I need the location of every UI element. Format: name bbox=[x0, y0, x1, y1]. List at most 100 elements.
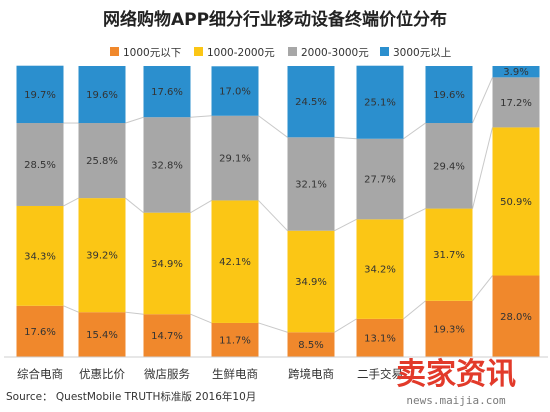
bar-segment bbox=[211, 200, 259, 323]
legend-label: 1000元以下 bbox=[123, 47, 181, 59]
data-label: 39.2% bbox=[86, 251, 118, 262]
category-label: 优惠比价 bbox=[79, 367, 125, 381]
data-label: 17.6% bbox=[24, 327, 56, 338]
bar-segment bbox=[425, 66, 473, 124]
bar-segment bbox=[16, 123, 64, 206]
bar-segment bbox=[356, 219, 404, 319]
legend-swatch bbox=[288, 47, 297, 56]
series-connector bbox=[125, 311, 144, 315]
data-label: 34.9% bbox=[151, 259, 183, 270]
bar-segment bbox=[16, 205, 64, 306]
data-label: 31.7% bbox=[433, 250, 465, 261]
data-label: 25.8% bbox=[86, 156, 118, 167]
bar-segment bbox=[287, 137, 335, 231]
bar-segment bbox=[356, 65, 404, 139]
legend-swatch bbox=[194, 47, 203, 56]
data-label: 17.2% bbox=[500, 98, 532, 109]
series-connector bbox=[258, 200, 288, 232]
bar-segment bbox=[211, 322, 259, 357]
data-label: 28.0% bbox=[500, 312, 532, 323]
series-connector bbox=[125, 197, 144, 214]
legend-label: 3000元以上 bbox=[393, 47, 451, 59]
bar-segment bbox=[211, 115, 259, 201]
data-label: 29.4% bbox=[433, 161, 465, 172]
series-connector bbox=[334, 136, 357, 140]
data-label: 14.7% bbox=[151, 331, 183, 342]
bar-segment bbox=[356, 138, 404, 220]
category-label: 二手交易 bbox=[357, 367, 403, 381]
series-connector bbox=[63, 197, 79, 207]
bar-segment bbox=[78, 312, 126, 357]
bar-segment bbox=[78, 123, 126, 199]
category-label: 生鲜电商 bbox=[212, 367, 258, 381]
legend: 1000元以下 1000-2000元 2000-3000元 3000元以上 bbox=[110, 47, 451, 59]
bar-segment bbox=[78, 198, 126, 313]
series-connector bbox=[403, 122, 426, 140]
data-label: 34.3% bbox=[24, 251, 56, 262]
bar-segment bbox=[78, 66, 126, 124]
bars bbox=[16, 65, 540, 357]
data-label: 27.7% bbox=[364, 175, 396, 186]
data-label: 11.7% bbox=[219, 335, 251, 346]
bar-segment bbox=[211, 66, 259, 116]
data-label: 19.7% bbox=[24, 90, 56, 101]
series-connector bbox=[403, 208, 426, 220]
category-label: 综合电商 bbox=[17, 367, 63, 381]
category-labels: 综合电商 优惠比价 微店服务 生鲜电商 跨境电商 二手交易 bbox=[17, 367, 403, 381]
bar-segment bbox=[287, 66, 335, 138]
data-label: 17.6% bbox=[151, 87, 183, 98]
data-label: 17.0% bbox=[219, 87, 251, 98]
data-label: 13.1% bbox=[364, 333, 396, 344]
data-label: 24.5% bbox=[295, 97, 327, 108]
bar-segment bbox=[287, 230, 335, 333]
bar-segment bbox=[492, 127, 540, 276]
bar-segment bbox=[492, 77, 540, 128]
series-connector bbox=[472, 127, 493, 209]
bar-segment bbox=[143, 314, 191, 357]
data-label: 42.1% bbox=[219, 257, 251, 268]
legend-swatch bbox=[380, 47, 389, 56]
category-label: 微店服务 bbox=[144, 367, 190, 381]
data-label: 29.1% bbox=[219, 154, 251, 165]
bar-segment bbox=[16, 305, 64, 357]
series-connector bbox=[472, 275, 493, 302]
source-note: Source： QuestMobile TRUTH标准版 2016年10月 bbox=[6, 390, 256, 403]
series-connector bbox=[258, 322, 288, 333]
bar-segment bbox=[16, 65, 64, 124]
bar-segment bbox=[143, 117, 191, 213]
data-label: 15.4% bbox=[86, 330, 118, 341]
data-label: 34.2% bbox=[364, 265, 396, 276]
data-label: 50.9% bbox=[500, 197, 532, 208]
bar-segment bbox=[492, 66, 540, 78]
series-connector bbox=[472, 77, 493, 124]
data-label: 19.6% bbox=[86, 90, 118, 101]
bar-segment bbox=[143, 66, 191, 118]
series-connector bbox=[125, 116, 144, 124]
segment-labels: 17.6% 34.3% 28.5% 19.7% 15.4% 39.2% 25.8% 19.6%… bbox=[24, 67, 532, 351]
category-label: 跨境电商 bbox=[288, 367, 334, 381]
series-connector bbox=[190, 115, 212, 118]
connector-lines bbox=[63, 77, 493, 333]
watermark-text: 卖家资讯 bbox=[396, 357, 516, 392]
data-label: 3.9% bbox=[503, 67, 528, 78]
series-connector bbox=[190, 313, 212, 324]
data-label: 32.8% bbox=[151, 160, 183, 171]
data-label: 25.1% bbox=[364, 98, 396, 109]
series-connector bbox=[190, 200, 212, 214]
legend-label: 1000-2000元 bbox=[207, 47, 275, 59]
data-label: 32.1% bbox=[295, 180, 327, 191]
series-connector bbox=[63, 305, 79, 313]
chart-title-group: 网络购物APP细分行业移动设备终端价位分布 bbox=[103, 9, 447, 30]
watermark-url: news.maijia.com bbox=[406, 394, 506, 407]
bar-segment bbox=[425, 123, 473, 209]
data-label: 28.5% bbox=[24, 160, 56, 171]
bar-segment bbox=[356, 318, 404, 357]
bar-segment bbox=[425, 208, 473, 301]
data-label: 34.9% bbox=[295, 277, 327, 288]
bar-segment bbox=[425, 300, 473, 357]
bar-segment bbox=[143, 212, 191, 315]
bar-segment bbox=[287, 332, 335, 357]
watermark: 卖家资讯 news.maijia.com bbox=[396, 357, 516, 407]
series-connector bbox=[258, 115, 288, 138]
